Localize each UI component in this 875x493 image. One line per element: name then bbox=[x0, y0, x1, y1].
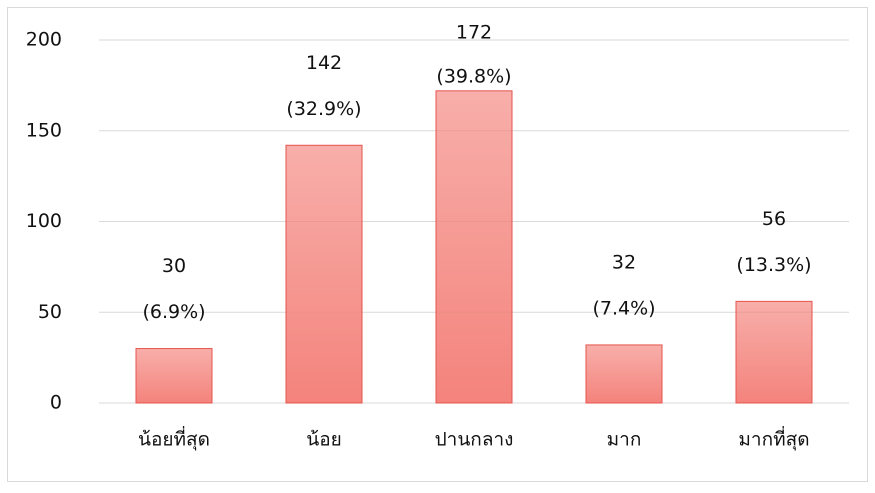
bar bbox=[435, 90, 513, 404]
x-tick-label: น้อยที่สุด bbox=[138, 426, 210, 452]
x-tick-label: มากที่สุด bbox=[738, 426, 809, 452]
value-label: 30 bbox=[162, 255, 186, 277]
percent-label: (32.9%) bbox=[286, 98, 361, 120]
y-tick-label: 100 bbox=[26, 210, 62, 232]
x-tick-label: ปานกลาง bbox=[435, 429, 514, 451]
bar bbox=[585, 344, 663, 404]
bar bbox=[135, 348, 213, 404]
x-tick-label: มาก bbox=[607, 429, 642, 451]
value-label: 172 bbox=[456, 22, 492, 44]
x-tick-label: น้อย bbox=[306, 429, 342, 451]
percent-label: (39.8%) bbox=[436, 66, 511, 88]
bar bbox=[285, 144, 363, 404]
y-tick-label: 0 bbox=[50, 392, 62, 414]
y-tick-label: 200 bbox=[26, 29, 62, 51]
value-label: 56 bbox=[762, 208, 786, 230]
bar bbox=[735, 300, 813, 404]
y-tick-label: 50 bbox=[38, 301, 62, 323]
percent-label: (7.4%) bbox=[592, 297, 655, 319]
value-label: 142 bbox=[306, 52, 342, 74]
percent-label: (13.3%) bbox=[736, 254, 811, 276]
y-tick-label: 150 bbox=[26, 119, 62, 141]
percent-label: (6.9%) bbox=[142, 301, 205, 323]
value-label: 32 bbox=[612, 251, 636, 273]
